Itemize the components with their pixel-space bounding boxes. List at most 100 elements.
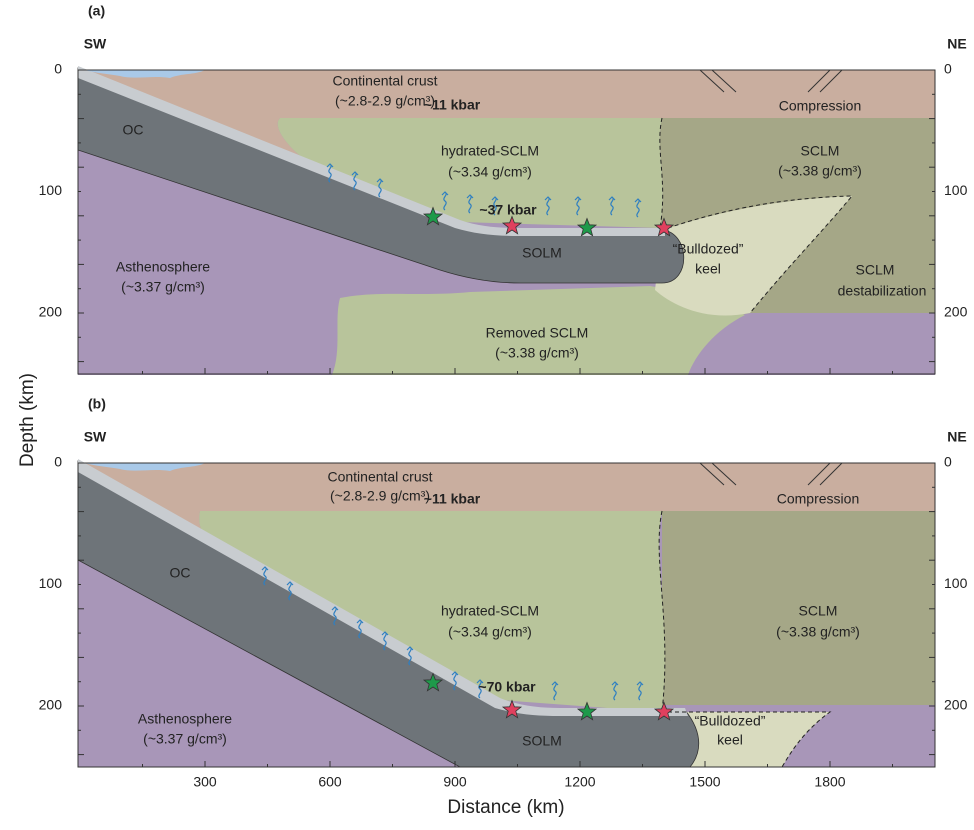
- region-label: Asthenosphere: [116, 259, 210, 275]
- star: [501, 699, 523, 719]
- green-region: [332, 286, 745, 375]
- x-tick-label: 300: [193, 774, 217, 790]
- crust-region: [78, 68, 935, 162]
- water-region: [84, 463, 205, 471]
- fluid-arrow: [406, 646, 414, 666]
- y-tick-label: 0: [54, 454, 62, 470]
- region-label: keel: [695, 261, 721, 277]
- fault: [699, 462, 725, 486]
- panel-label: (b): [88, 396, 106, 412]
- star: [653, 217, 675, 237]
- region-label: Compression: [779, 98, 861, 114]
- keel-region: [662, 712, 830, 767]
- fluid-arrow: [634, 198, 642, 218]
- fluid-arrow: [476, 679, 484, 699]
- direction-label: NE: [947, 36, 966, 52]
- region-label: OC: [123, 122, 144, 138]
- x-tick-label: 1800: [814, 774, 845, 790]
- region-label: (~3.38 g/cm³): [778, 163, 862, 179]
- panel: (a) SW NE 0 0 100 100 200 200 Continental crust (~…: [39, 3, 968, 375]
- y-tick-label: 0: [944, 454, 952, 470]
- fluid-arrow: [261, 566, 269, 586]
- y-tick-label: 200: [944, 304, 968, 320]
- boundary: [659, 117, 664, 229]
- fluid-arrow: [381, 631, 389, 651]
- y-tick-label: 100: [944, 575, 968, 591]
- fluid-arrow: [608, 196, 616, 216]
- region-label: SCLM: [801, 143, 840, 159]
- y-tick-label: 0: [944, 61, 952, 77]
- plot-frame: [77, 462, 936, 768]
- region-label: (~3.37 g/cm³): [121, 279, 205, 295]
- fault: [819, 69, 843, 93]
- region-label: “Bulldozed”: [673, 241, 744, 257]
- region-label: (~3.34 g/cm³): [448, 624, 532, 640]
- keel-region: [655, 196, 852, 316]
- panel-label: (a): [88, 3, 105, 19]
- region-label: SOLM: [522, 245, 562, 261]
- region-label: Compression: [777, 491, 859, 507]
- star: [653, 701, 675, 721]
- x-axis-label: Distance (km): [447, 797, 564, 818]
- boundary: [658, 510, 666, 713]
- x-tick-label: 900: [443, 774, 467, 790]
- star: [576, 217, 598, 237]
- boundary: [667, 195, 854, 314]
- fluid-arrow: [286, 581, 294, 601]
- fluid-arrow: [574, 196, 582, 216]
- y-tick-label: 100: [944, 182, 968, 198]
- region-label: SCLM: [799, 603, 838, 619]
- fault: [711, 69, 737, 93]
- fluid-arrow: [351, 171, 359, 191]
- fluid-arrow: [466, 194, 474, 214]
- water-region: [84, 70, 205, 78]
- y-tick-label: 100: [39, 182, 63, 198]
- star: [422, 672, 444, 692]
- y-tick-label: 100: [39, 575, 63, 591]
- region-label: SCLM: [856, 262, 895, 278]
- region-label: keel: [717, 732, 743, 748]
- region-label: hydrated-SCLM: [441, 603, 539, 619]
- region-label: (~2.8-2.9 g/cm³): [335, 93, 435, 109]
- fluid-arrow: [376, 178, 384, 198]
- fault: [807, 462, 831, 486]
- y-tick-label: 200: [39, 304, 63, 320]
- region-label: SOLM: [522, 733, 562, 749]
- region-label: Continental crust: [332, 73, 437, 89]
- fluid-arrow: [356, 619, 364, 639]
- fault: [699, 69, 725, 93]
- region-label: hydrated-SCLM: [441, 143, 539, 159]
- boundary: [668, 711, 832, 768]
- region-label: (~3.34 g/cm³): [448, 164, 532, 180]
- fluid-arrow: [636, 681, 644, 701]
- fluid-arrow: [551, 681, 559, 701]
- region-label: (~2.8-2.9 g/cm³): [330, 488, 430, 504]
- x-tick-label: 1500: [689, 774, 720, 790]
- star: [576, 701, 598, 721]
- fluid-arrow: [451, 671, 459, 691]
- y-tick-label: 0: [54, 61, 62, 77]
- region-label: (~3.38 g/cm³): [495, 345, 579, 361]
- fault: [819, 462, 843, 486]
- green-region: [277, 118, 663, 228]
- green-region: [199, 511, 665, 712]
- region-label: ~70 kbar: [478, 679, 536, 695]
- x-tick-label: 1200: [564, 774, 595, 790]
- fluid-arrow: [326, 163, 334, 183]
- region-label: Asthenosphere: [138, 711, 232, 727]
- direction-label: NE: [947, 429, 966, 445]
- region-label: OC: [170, 565, 191, 581]
- star: [422, 206, 444, 226]
- crust-region: [78, 461, 935, 566]
- fluid-arrow: [441, 191, 449, 211]
- fluid-arrow: [544, 196, 552, 216]
- region-label: Removed SCLM: [486, 325, 589, 341]
- y-tick-label: 200: [944, 697, 968, 713]
- fluid-arrow: [331, 606, 339, 626]
- region-label: (~3.38 g/cm³): [776, 624, 860, 640]
- region-label: “Bulldozed”: [695, 713, 766, 729]
- star: [501, 215, 523, 235]
- y-tick-label: 200: [39, 697, 63, 713]
- direction-label: SW: [84, 429, 107, 445]
